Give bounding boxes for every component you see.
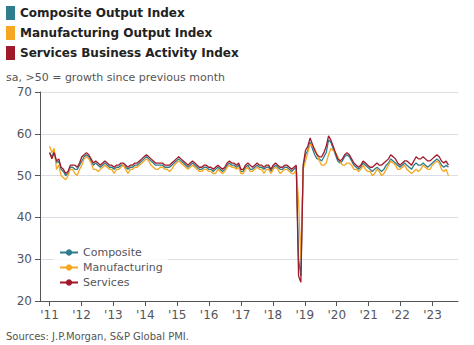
- svg-text:Composite: Composite: [83, 246, 142, 259]
- svg-text:'20: '20: [327, 308, 346, 322]
- svg-text:'14: '14: [136, 308, 155, 322]
- svg-text:Services Business Activity Ind: Services Business Activity Index: [20, 46, 239, 60]
- svg-text:'19: '19: [296, 308, 315, 322]
- svg-text:Manufacturing Output Index: Manufacturing Output Index: [20, 26, 212, 40]
- svg-text:70: 70: [17, 85, 32, 99]
- svg-text:50: 50: [17, 169, 32, 183]
- svg-text:'13: '13: [104, 308, 123, 322]
- svg-text:40: 40: [17, 210, 32, 224]
- svg-text:'23: '23: [423, 308, 442, 322]
- svg-text:'16: '16: [200, 308, 219, 322]
- svg-text:'11: '11: [40, 308, 59, 322]
- svg-text:'17: '17: [232, 308, 251, 322]
- svg-text:'18: '18: [264, 308, 283, 322]
- svg-text:30: 30: [17, 252, 32, 266]
- svg-text:'12: '12: [72, 308, 91, 322]
- svg-text:'15: '15: [168, 308, 187, 322]
- svg-text:60: 60: [17, 127, 32, 141]
- svg-text:Services: Services: [83, 276, 130, 289]
- svg-text:Manufacturing: Manufacturing: [83, 261, 163, 274]
- svg-text:Sources: J.P.Morgan, S&P Globa: Sources: J.P.Morgan, S&P Global PMI.: [6, 331, 189, 342]
- svg-text:Composite Output Index: Composite Output Index: [20, 6, 185, 20]
- svg-text:'22: '22: [391, 308, 410, 322]
- svg-text:20: 20: [17, 294, 32, 308]
- svg-text:sa, >50 = growth since previou: sa, >50 = growth since previous month: [6, 71, 225, 84]
- svg-text:'21: '21: [359, 308, 378, 322]
